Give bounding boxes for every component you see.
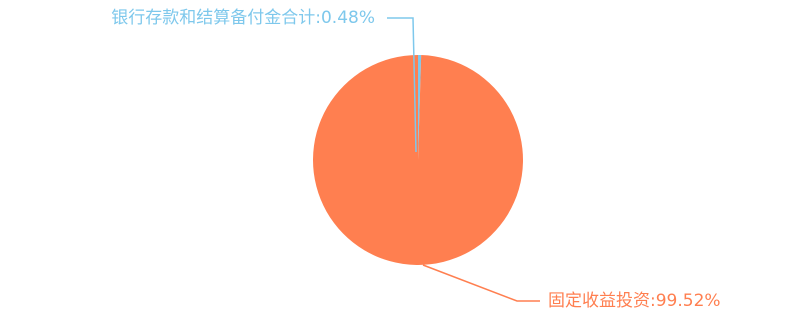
slice-label-2: 固定收益投资:99.52% xyxy=(548,291,721,311)
pie-slice-1[interactable] xyxy=(418,55,422,160)
leader-line-2 xyxy=(422,264,540,302)
pie-slice-2[interactable] xyxy=(313,55,524,265)
leader-line-1 xyxy=(387,17,417,153)
slice-label-1: 银行存款和结算备付金合计:0.48% xyxy=(111,8,375,28)
